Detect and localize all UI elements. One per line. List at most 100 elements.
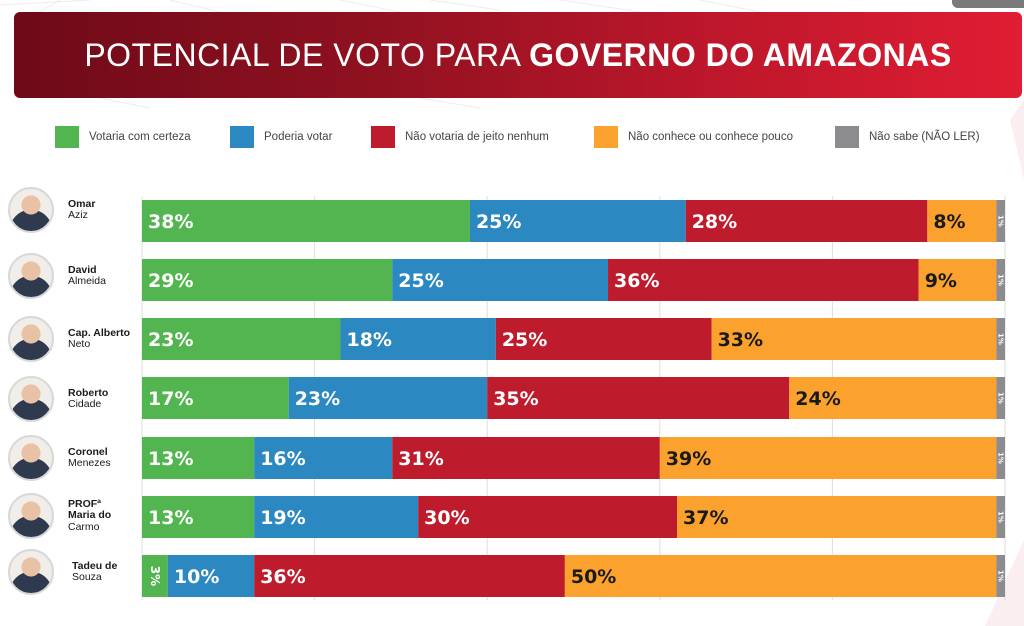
legend-swatch [594,126,618,148]
avatar [8,253,54,299]
bar-segment-votaria [142,259,393,301]
avatar [8,376,54,422]
bar-segment-votaria [142,377,289,419]
data-label: 1% [997,511,1005,523]
candidate-last-name: Neto [68,338,91,350]
data-label: 1% [997,452,1005,464]
candidate-coronel-menezes: Coronel Menezes [8,434,142,482]
candidate-first-name: PROFª Maria do [68,497,112,522]
bar-segment-poderia [469,200,686,242]
data-label: 8% [933,211,965,233]
candidate-last-name: Almeida [68,275,106,287]
legend-label: Não conhece ou conhece pouco [628,131,793,143]
candidate-name: Tadeu de Souza [72,559,118,584]
bar-segment-nao_conhece [677,496,997,538]
data-label: 29% [148,270,193,292]
legend-item-nao-sabe: Não sabe (NÃO LER) [835,126,980,148]
legend-swatch [55,126,79,148]
data-label: 37% [683,507,728,529]
data-label: 39% [666,448,711,470]
candidate-last-name: Carmo [68,520,100,533]
legend-label: Poderia votar [264,131,333,143]
candidate-maria-do-carmo: PROFª Maria do Carmo [8,492,142,540]
bar-segment-poderia [254,496,419,538]
avatar [8,316,54,362]
legend-label: Não votaria de jeito nenhum [405,131,549,143]
data-label: 13% [148,507,193,529]
bar-segment-nao_conhece [564,555,997,597]
candidate-first-name: Roberto [68,386,109,399]
bar-segment-nao_sabe [996,259,1005,301]
bar-segment-nao_votaria [418,496,678,538]
title-light: POTENCIAL DE VOTO PARA [84,36,530,73]
bar-segment-votaria [142,200,470,242]
bar-segment-nao_sabe [996,496,1005,538]
bar-segment-nao_votaria [495,318,712,360]
legend-label: Não sabe (NÃO LER) [869,131,980,143]
data-label: 23% [295,388,340,410]
candidate-last-name: Cidade [68,398,102,410]
legend-swatch [230,126,254,148]
bar-segment-nao_conhece [918,259,997,301]
candidate-last-name: Souza [72,571,102,583]
avatar [8,187,54,233]
bar-segment-nao_votaria [392,437,660,479]
data-label: 50% [571,566,616,588]
candidate-first-name: Tadeu de [72,559,118,572]
data-label: 16% [260,448,305,470]
data-label: 10% [174,566,219,588]
data-label: 9% [925,270,957,292]
candidate-first-name: Coronel [68,445,108,458]
legend-item-nao-conhece: Não conhece ou conhece pouco [594,126,793,148]
candidate-last-name: Menezes [68,457,111,469]
data-label: 36% [614,270,659,292]
bars [142,200,1005,597]
candidate-omar-aziz: Omar Aziz [8,186,142,234]
page-title: POTENCIAL DE VOTO PARA GOVERNO DO AMAZON… [84,37,951,74]
legend-label: Votaria com certeza [89,131,191,143]
bar-segment-poderia [340,318,496,360]
avatar [8,549,54,595]
data-label: 19% [260,507,305,529]
candidate-name: Cap. Alberto Neto [68,326,131,351]
bar-segment-nao_sabe [996,200,1005,242]
bar-segment-nao_votaria [608,259,919,301]
data-label: 25% [502,329,547,351]
candidate-name: PROFª Maria do Carmo [68,497,128,534]
chart-legend: Votaria com certeza Poderia votar Não vo… [0,126,1024,150]
bar-segment-nao_sabe [996,377,1005,419]
candidate-name: Omar Aziz [68,198,95,222]
candidate-last-name: Aziz [68,209,88,221]
candidate-roberto-cidade: Roberto Cidade [8,375,142,423]
data-label: 13% [148,448,193,470]
data-label: 1% [997,274,1005,286]
bar-segment-votaria [142,555,168,597]
data-label: 25% [476,211,521,233]
legend-item-nao-votaria: Não votaria de jeito nenhum [371,126,549,148]
bar-segment-votaria [142,437,255,479]
bar-segment-nao_conhece [927,200,997,242]
candidate-first-name: David [68,263,97,276]
bar-segment-nao_votaria [685,200,928,242]
bar-segment-nao_conhece [659,437,997,479]
data-label: 31% [398,448,443,470]
data-label: 3% [148,566,162,586]
data-label: 38% [148,211,193,233]
candidate-name: Coronel Menezes [68,445,111,470]
bar-segment-nao_votaria [487,377,790,419]
legend-item-poderia: Poderia votar [230,126,332,148]
data-label: 28% [692,211,737,233]
candidate-first-name: Cap. Alberto [68,326,131,339]
bar-segment-nao_sabe [996,318,1005,360]
data-label: 36% [260,566,305,588]
data-label: 1% [997,333,1005,345]
bar-segment-votaria [142,496,255,538]
legend-swatch [835,126,859,148]
candidate-tadeu-de-souza: Tadeu de Souza [8,548,142,596]
candidate-alberto-neto: Cap. Alberto Neto [8,315,142,363]
bar-segment-poderia [288,377,488,419]
bar-segment-nao_conhece [711,318,997,360]
data-label: 17% [148,388,193,410]
bar-segment-nao_votaria [254,555,565,597]
